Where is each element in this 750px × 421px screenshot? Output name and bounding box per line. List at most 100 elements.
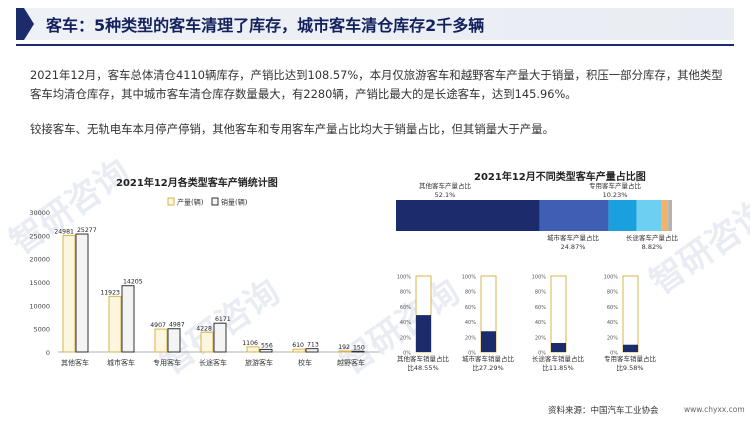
- mini-bar-value: 比48.55%: [407, 363, 438, 372]
- data-label-production: 610: [292, 342, 304, 349]
- data-label-production: 11923: [100, 289, 120, 296]
- data-label-sales: 4987: [169, 322, 185, 329]
- summary-paragraph-1: 2021年12月，客车总体清仓4110辆库存，产销比达到108.57%，本月仅旅…: [30, 68, 723, 101]
- x-tick-label: 校车: [298, 358, 312, 367]
- bar-production: [246, 346, 260, 353]
- mini-y-tick-label: 0%: [403, 351, 411, 357]
- mini-bar-frame: [622, 275, 639, 353]
- mini-y-tick-label: 0%: [468, 351, 476, 357]
- mini-bar-frame: [550, 275, 567, 353]
- segment-value: 10.23%: [603, 191, 628, 199]
- bar-production: [154, 328, 168, 353]
- mini-y-tick-label: 0%: [538, 351, 546, 357]
- bar-sales: [305, 348, 319, 353]
- stacked-segment: [396, 200, 540, 231]
- bar-sales: [121, 285, 135, 353]
- data-label-sales: 6171: [215, 316, 231, 323]
- y-tick-label: 10000: [29, 302, 50, 310]
- stacked-segment: [636, 200, 662, 231]
- segment-label: 其他客车产量占比: [419, 181, 472, 190]
- mini-y-tick-label: 100%: [397, 275, 412, 281]
- segment-label: 专用客车产量占比: [589, 181, 642, 190]
- y-tick-label: 30000: [29, 209, 50, 217]
- segment-value: 8.82%: [642, 243, 663, 251]
- data-label-production: 192: [338, 344, 350, 351]
- data-label-sales: 150: [353, 344, 365, 351]
- y-tick-label: 15000: [29, 279, 50, 287]
- mini-y-tick-label: 80%: [400, 290, 411, 296]
- mini-y-tick-label: 80%: [535, 290, 546, 296]
- x-tick-label: 城市客车: [107, 358, 135, 367]
- header-bar: [16, 8, 734, 40]
- mini-y-tick-label: 20%: [535, 335, 546, 341]
- mini-y-tick-label: 60%: [607, 305, 618, 311]
- y-tick-label: 0: [46, 349, 50, 357]
- bar-production: [108, 295, 122, 353]
- mini-y-tick-label: 40%: [535, 320, 546, 326]
- mini-y-tick-label: 80%: [465, 290, 476, 296]
- mini-bar-fill: [623, 344, 638, 352]
- bar-sales: [75, 233, 89, 353]
- x-tick-label: 其他客车: [61, 358, 89, 367]
- stacked-segment: [661, 200, 669, 231]
- x-tick-label: 长途客车: [199, 358, 227, 367]
- x-tick-label: 越野客车: [337, 358, 365, 367]
- stacked-segment: [539, 200, 609, 231]
- y-tick-label: 25000: [29, 232, 50, 240]
- bar-sales: [351, 350, 365, 353]
- mini-y-tick-label: 20%: [607, 335, 618, 341]
- segment-value: 52.1%: [435, 191, 456, 199]
- share-chart-title: 2021年12月不同类型客车产量占比图: [474, 172, 646, 183]
- header-triangle: [24, 8, 34, 40]
- stacked-segment: [608, 200, 637, 231]
- data-label-production: 24981: [54, 228, 74, 235]
- mini-bar-label: 其他客车销量占比: [397, 354, 450, 363]
- website-url: www.chyxx.com: [684, 405, 745, 414]
- data-label-production: 1106: [242, 340, 258, 347]
- summary-paragraph-2: 铰接客车、无轨电车本月停产停销，其他客车和专用客车产量占比均大于销量占比，但其销…: [30, 122, 554, 136]
- legend-swatch-production: [167, 197, 175, 206]
- bar-sales: [259, 348, 273, 353]
- mini-y-tick-label: 0%: [610, 351, 618, 357]
- data-label-sales: 25277: [77, 227, 97, 234]
- mini-bar-label: 专用客车销量占比: [604, 354, 657, 363]
- page-title: 客车：5种类型的客车清理了库存，城市客车清仓库存2千多辆: [46, 16, 485, 35]
- mini-y-tick-label: 60%: [535, 305, 546, 311]
- segment-value: 24.87%: [561, 243, 586, 251]
- x-tick-label: 专用客车: [153, 358, 181, 367]
- data-label-production: 4907: [150, 322, 166, 329]
- mini-bar-value: 比9.58%: [616, 363, 643, 372]
- mini-bar-value: 比11.85%: [542, 363, 573, 372]
- slide-header: 客车：5种类型的客车清理了库存，城市客车清仓库存2千多辆: [0, 0, 750, 50]
- mini-y-tick-label: 100%: [532, 275, 547, 281]
- mini-y-tick-label: 100%: [604, 275, 619, 281]
- mini-y-tick-label: 40%: [400, 320, 411, 326]
- stacked-segment: [668, 200, 672, 231]
- x-tick-label: 旅游客车: [245, 358, 273, 367]
- mini-bar-fill: [551, 342, 566, 352]
- data-source: 资料来源：中国汽车工业协会: [548, 406, 659, 416]
- bar-production: [338, 350, 352, 353]
- mini-bar-value: 比27.29%: [472, 363, 503, 372]
- bar-chart-title: 2021年12月各类型客车产销统计图: [116, 178, 278, 189]
- header-divider: [16, 44, 734, 46]
- segment-label: 城市客车产量占比: [547, 233, 600, 242]
- legend-label-production: 产量(辆): [177, 198, 204, 207]
- mini-y-tick-label: 60%: [465, 305, 476, 311]
- bar-sales: [167, 328, 181, 353]
- mini-y-tick-label: 40%: [465, 320, 476, 326]
- y-tick-label: 20000: [29, 256, 50, 264]
- bar-production: [292, 348, 306, 353]
- mini-bar-fill: [481, 331, 496, 352]
- mini-y-tick-label: 60%: [400, 305, 411, 311]
- bar-chart: 0 5000 10000 15000 20000 25000 30000 24981 25277…: [29, 197, 380, 367]
- data-label-sales: 556: [261, 342, 273, 349]
- mini-bar-fill: [416, 315, 431, 352]
- mini-y-tick-label: 80%: [607, 290, 618, 296]
- header-accent: [16, 8, 24, 40]
- bar-sales: [213, 322, 227, 353]
- mini-bar-label: 长途客车销量占比: [532, 354, 585, 363]
- bar-production: [200, 331, 214, 353]
- y-tick-label: 5000: [33, 326, 50, 334]
